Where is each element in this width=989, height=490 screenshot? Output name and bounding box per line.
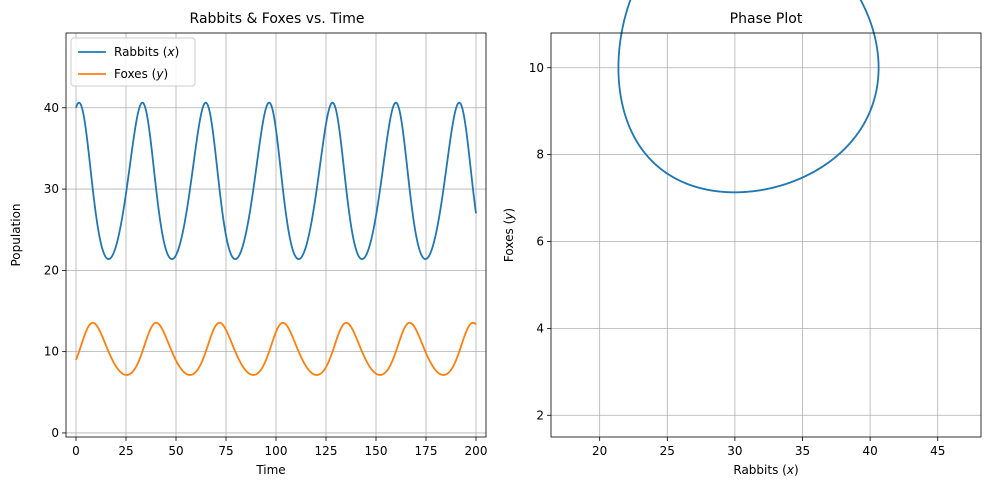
phase-plot-y-axis-label: Foxes (y) — [502, 208, 516, 262]
phase-plot-y-ticks: 2 4 6 8 10 — [529, 61, 551, 422]
time-series-x-tick-label: 75 — [218, 444, 233, 458]
phase-plot-chart: Phase Plot 20 25 30 35 40 45 2 4 6 8 10 Rabbits (… — [502, 0, 982, 477]
time-series-y-tick-label: 30 — [44, 182, 59, 196]
legend: Rabbits (x) Foxes (y) — [70, 37, 196, 87]
time-series-x-tick-label: 25 — [118, 444, 133, 458]
time-series-x-tick-label: 0 — [72, 444, 80, 458]
phase-plot-y-tick-label: 2 — [536, 408, 544, 422]
series-line-rabbits — [75, 101, 477, 260]
phase-plot-x-tick-label: 40 — [862, 444, 877, 458]
time-series-y-axis-label: Population — [9, 203, 23, 266]
phase-plot-x-tick-label: 45 — [930, 444, 945, 458]
series-line-foxes — [75, 321, 477, 376]
phase-plot-x-tick-label: 35 — [795, 444, 810, 458]
phase-plot-y-tick-label: 4 — [536, 321, 544, 335]
time-series-y-tick-label: 10 — [44, 345, 59, 359]
time-series-lines — [75, 101, 477, 376]
legend-label-rabbits: Rabbits (x) — [114, 45, 179, 59]
time-series-x-tick-label: 200 — [465, 444, 488, 458]
time-series-y-tick-label: 0 — [51, 426, 59, 440]
phase-plot-x-tick-label: 30 — [727, 444, 742, 458]
time-series-title: Rabbits & Foxes vs. Time — [190, 11, 365, 27]
phase-plot-x-tick-label: 25 — [660, 444, 675, 458]
phase-plot-y-tick-label: 6 — [536, 235, 544, 249]
phase-plot-axes-frame — [550, 32, 982, 438]
time-series-grid — [66, 33, 486, 437]
phase-plot-x-axis-label: Rabbits (x) — [733, 463, 798, 477]
phase-plot-y-tick-label: 8 — [536, 148, 544, 162]
phase-plot-title: Phase Plot — [730, 11, 803, 27]
time-series-x-tick-label: 150 — [365, 444, 388, 458]
phase-plot-lines — [617, 0, 880, 194]
time-series-y-ticks: 0 10 20 30 40 — [44, 101, 66, 440]
phase-plot-grid — [551, 33, 981, 437]
time-series-x-axis-label: Time — [255, 463, 285, 477]
legend-label-foxes: Foxes (y) — [114, 67, 168, 81]
time-series-y-tick-label: 20 — [44, 263, 59, 277]
phase-plot-x-tick-label: 20 — [592, 444, 607, 458]
time-series-x-tick-label: 125 — [315, 444, 338, 458]
time-series-y-tick-label: 40 — [44, 101, 59, 115]
phase-plot-x-ticks: 20 25 30 35 40 45 — [592, 437, 945, 458]
time-series-x-tick-label: 50 — [168, 444, 183, 458]
phase-trajectory-line — [617, 0, 880, 194]
time-series-x-tick-label: 175 — [415, 444, 438, 458]
time-series-chart: Rabbits & Foxes vs. Time 0 25 50 75 100 125 15… — [9, 11, 487, 477]
time-series-x-ticks: 0 25 50 75 100 125 150 175 200 — [72, 437, 487, 458]
time-series-x-tick-label: 100 — [265, 444, 288, 458]
phase-plot-y-tick-label: 10 — [529, 61, 544, 75]
